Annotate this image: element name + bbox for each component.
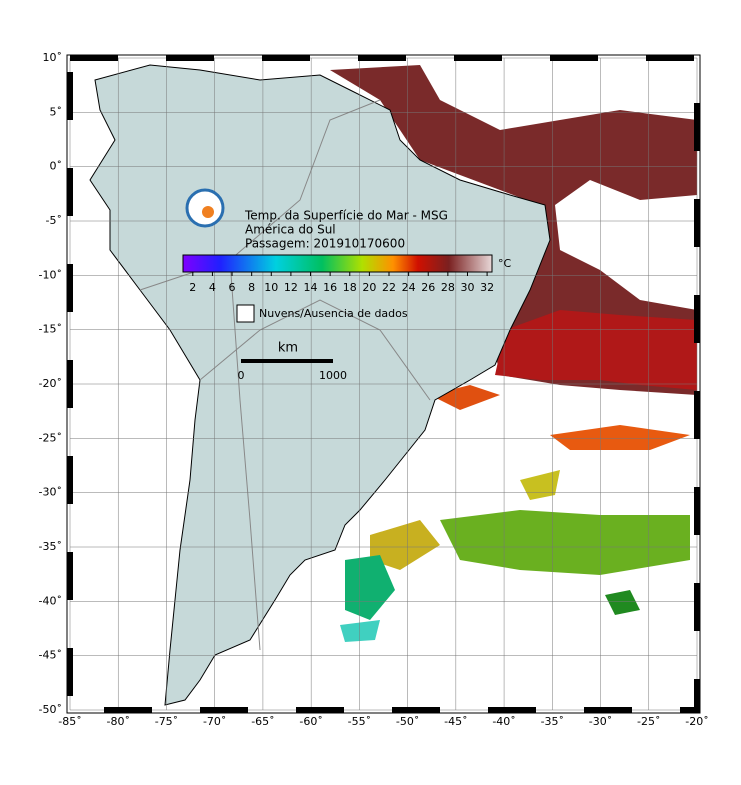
y-tick-label: -20˚ — [39, 377, 62, 390]
colorbar-unit: °C — [498, 257, 512, 270]
colorbar-tick-label: 32 — [480, 281, 494, 294]
y-tick-label: 5˚ — [50, 105, 63, 118]
x-tick-label: -60˚ — [299, 715, 322, 728]
colorbar-tick-label: 8 — [248, 281, 255, 294]
y-tick-label: 10˚ — [43, 51, 63, 64]
x-tick-label: -65˚ — [251, 715, 274, 728]
y-tick-label: -50˚ — [39, 703, 62, 716]
sst-green — [605, 590, 640, 615]
colorbar-tick-label: 4 — [209, 281, 216, 294]
scale-bar — [241, 359, 333, 363]
map-border — [66, 54, 701, 714]
x-tick-label: -25˚ — [637, 715, 660, 728]
colorbar-tick-label: 16 — [323, 281, 337, 294]
x-tick-label: -40˚ — [492, 715, 515, 728]
colorbar-tick-label: 14 — [304, 281, 318, 294]
colorbar-tick-label: 22 — [382, 281, 396, 294]
sst-warm — [330, 65, 697, 395]
logo-dot — [202, 206, 214, 218]
colorbar-tick-label: 2 — [189, 281, 196, 294]
sst-yellow — [370, 520, 440, 570]
sst-orange — [550, 425, 690, 450]
borders — [199, 299, 431, 401]
legend-swatch — [236, 304, 255, 323]
y-tick-label: -35˚ — [39, 540, 62, 553]
title-line: Temp. da Superfície do Mar - MSG — [244, 209, 448, 223]
logo — [185, 188, 225, 228]
x-tick-label: -70˚ — [203, 715, 226, 728]
scale-start: 0 — [238, 369, 245, 382]
x-tick-label: -80˚ — [106, 715, 129, 728]
sst-cyan — [340, 620, 380, 642]
colorbar-tick-label: 30 — [460, 281, 474, 294]
y-tick-label: 0˚ — [50, 160, 63, 173]
colorbar-tick-label: 24 — [402, 281, 416, 294]
colorbar-tick-label: 18 — [343, 281, 357, 294]
x-tick-label: -50˚ — [396, 715, 419, 728]
title-line: Passagem: 201910170600 — [245, 237, 405, 251]
sst-patches — [330, 65, 697, 642]
colorbar — [182, 254, 493, 273]
y-tick-label: -15˚ — [39, 323, 62, 336]
borders — [229, 259, 261, 651]
sst-yellow — [520, 470, 560, 500]
x-tick-label: -55˚ — [348, 715, 371, 728]
x-tick-label: -35˚ — [541, 715, 564, 728]
y-tick-label: -40˚ — [39, 594, 62, 607]
x-tick-label: -45˚ — [444, 715, 467, 728]
x-tick-label: -75˚ — [155, 715, 178, 728]
sst-hot — [495, 310, 697, 390]
colorbar-tick-label: 26 — [421, 281, 435, 294]
title-line: América do Sul — [245, 223, 336, 237]
scale-end: 1000 — [319, 369, 347, 382]
colorbar-tick-label: 10 — [264, 281, 278, 294]
legend-label: Nuvens/Ausencia de dados — [259, 307, 408, 320]
colorbar-tick-label: 12 — [284, 281, 298, 294]
colorbar-tick-label: 28 — [441, 281, 455, 294]
sst-green — [440, 510, 690, 575]
colorbar-tick-label: 20 — [362, 281, 376, 294]
x-tick-label: -85˚ — [58, 715, 81, 728]
sst-teal — [345, 555, 395, 620]
x-tick-label: -20˚ — [685, 715, 708, 728]
y-tick-label: -45˚ — [39, 649, 62, 662]
x-tick-label: -30˚ — [589, 715, 612, 728]
colorbar-tick-label: 6 — [229, 281, 236, 294]
y-tick-label: -10˚ — [39, 268, 62, 281]
y-tick-label: -5˚ — [46, 214, 62, 227]
y-tick-label: -25˚ — [39, 431, 62, 444]
map-frame — [67, 55, 700, 713]
scale-unit: km — [278, 341, 298, 356]
y-tick-label: -30˚ — [39, 486, 62, 499]
